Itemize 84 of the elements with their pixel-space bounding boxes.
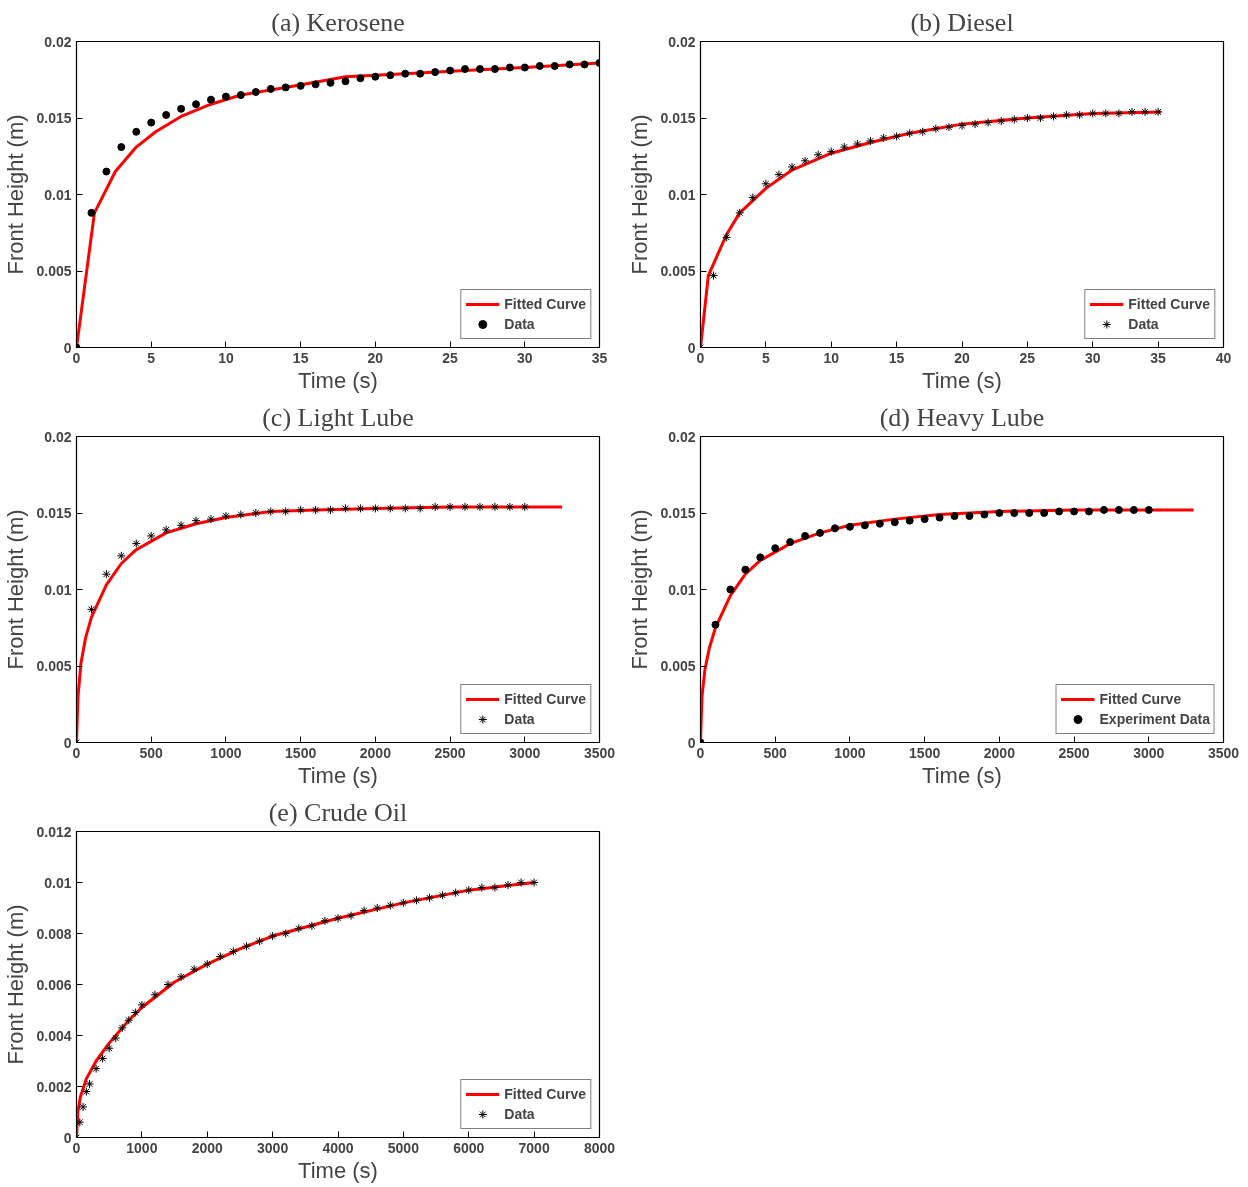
legend-label: Data (504, 1106, 535, 1122)
legend-label: Data (1128, 316, 1159, 332)
x-tick-label: 3500 (1207, 744, 1240, 761)
legend-label: Data (504, 316, 535, 332)
x-tick-label: 15 (292, 349, 309, 366)
legend-label: Fitted Curve (504, 691, 586, 707)
y-axis-title: Front Height (m) (3, 114, 29, 275)
legend-label: Fitted Curve (504, 296, 586, 312)
x-axis-title: Time (s) (922, 367, 1002, 393)
x-axis-title: Time (s) (922, 762, 1002, 788)
y-tick-label: 0.02 (668, 33, 696, 50)
x-tick-label: 500 (139, 744, 164, 761)
x-axis-title: Time (s) (298, 1157, 378, 1183)
y-tick-label: 0.02 (668, 428, 696, 445)
y-tick-label: 0.002 (36, 1078, 72, 1095)
x-tick-label: 20 (954, 349, 970, 366)
x-tick-label: 30 (1084, 349, 1101, 366)
x-tick-label: 3000 (1133, 744, 1165, 761)
y-axis-title: Front Height (m) (3, 904, 29, 1065)
x-tick-label: 10 (218, 349, 234, 366)
y-tick-label: 0.02 (44, 428, 72, 445)
y-axis-title: Front Height (m) (3, 509, 29, 670)
y-axis-title: Front Height (m) (627, 114, 653, 275)
x-tick-label: 1000 (834, 744, 866, 761)
x-tick-label: 2000 (191, 1139, 224, 1156)
x-tick-label: 20 (367, 349, 384, 366)
x-tick-label: 25 (1019, 349, 1036, 366)
y-tick-label: 0.015 (36, 505, 72, 521)
x-tick-label: 15 (888, 349, 905, 366)
x-tick-label: 1500 (909, 744, 941, 761)
legend-label: Fitted Curve (1099, 691, 1182, 707)
x-tick-label: 6000 (453, 1139, 485, 1156)
chart-title: (b) Diesel (910, 7, 1014, 37)
y-tick-label: 0.004 (36, 1027, 72, 1044)
y-tick-label: 0.01 (44, 186, 72, 203)
x-tick-label: 2000 (983, 744, 1016, 761)
x-tick-label: 5 (761, 349, 770, 366)
x-tick-label: 8000 (583, 1139, 616, 1156)
y-axis-title: Front Height (m) (627, 509, 653, 670)
y-tick-label: 0.005 (36, 658, 72, 674)
y-tick-label: 0.01 (668, 186, 696, 203)
y-tick-label: 0.012 (36, 823, 72, 840)
y-tick-label: 0.005 (660, 658, 696, 674)
x-tick-label: 2500 (434, 744, 466, 761)
y-tick-label: 0.015 (660, 110, 696, 126)
x-tick-label: 2500 (1058, 744, 1090, 761)
legend-label: Experiment Data (1099, 711, 1210, 727)
legend-label: Data (504, 711, 535, 727)
x-tick-label: 1000 (210, 744, 242, 761)
x-axis-title: Time (s) (298, 762, 378, 788)
y-tick-label: 0.005 (36, 263, 72, 279)
x-tick-label: 500 (763, 744, 788, 761)
x-tick-label: 35 (1150, 349, 1167, 366)
chart-title: (d) Heavy Lube (879, 402, 1045, 432)
x-tick-label: 5000 (387, 1139, 420, 1156)
y-tick-label: 0.01 (44, 874, 72, 891)
chart-title: (c) Light Lube (262, 402, 414, 432)
legend-label: Fitted Curve (504, 1086, 586, 1102)
y-tick-label: 0.005 (660, 263, 696, 279)
y-tick-label: 0.015 (36, 110, 72, 126)
y-tick-label: 0.01 (668, 581, 696, 598)
x-tick-label: 5 (147, 349, 156, 366)
y-tick-label: 0.01 (44, 581, 72, 598)
x-tick-label: 7000 (518, 1139, 550, 1156)
chart-title: (a) Kerosene (271, 7, 405, 37)
chart-title: (e) Crude Oil (268, 797, 408, 827)
x-axis-title: Time (s) (298, 367, 378, 393)
x-tick-label: 3000 (257, 1139, 289, 1156)
x-tick-label: 30 (517, 349, 533, 366)
y-tick-label: 0.015 (660, 505, 696, 521)
x-tick-label: 35 (591, 349, 608, 366)
x-tick-label: 1000 (126, 1139, 158, 1156)
x-tick-label: 40 (1215, 349, 1232, 366)
x-tick-label: 1500 (285, 744, 317, 761)
x-tick-label: 25 (442, 349, 459, 366)
legend-label: Fitted Curve (1128, 296, 1210, 312)
x-tick-label: 3500 (583, 744, 616, 761)
x-tick-label: 10 (823, 349, 840, 366)
x-tick-label: 4000 (322, 1139, 354, 1156)
y-tick-label: 0.02 (44, 33, 72, 50)
x-tick-label: 3000 (509, 744, 541, 761)
x-tick-label: 2000 (359, 744, 392, 761)
y-tick-label: 0.008 (36, 925, 72, 942)
y-tick-label: 0.006 (36, 976, 72, 993)
